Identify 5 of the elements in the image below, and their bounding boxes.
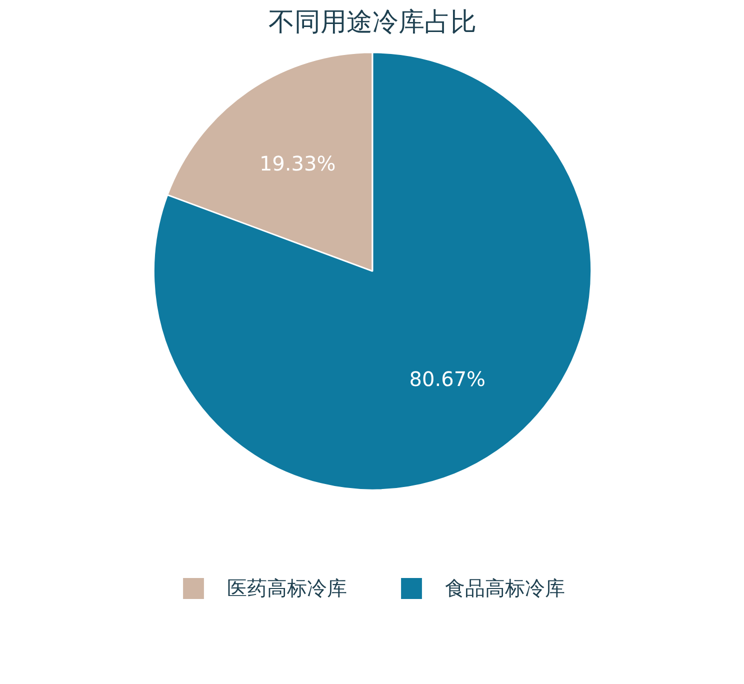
data-label: 19.33%: [259, 151, 336, 176]
data-label: 80.67%: [409, 367, 486, 392]
legend-label: 医药高标冷库: [227, 574, 347, 602]
legend-label: 食品高标冷库: [445, 574, 565, 602]
chart-title: 不同用途冷库占比: [268, 8, 476, 38]
